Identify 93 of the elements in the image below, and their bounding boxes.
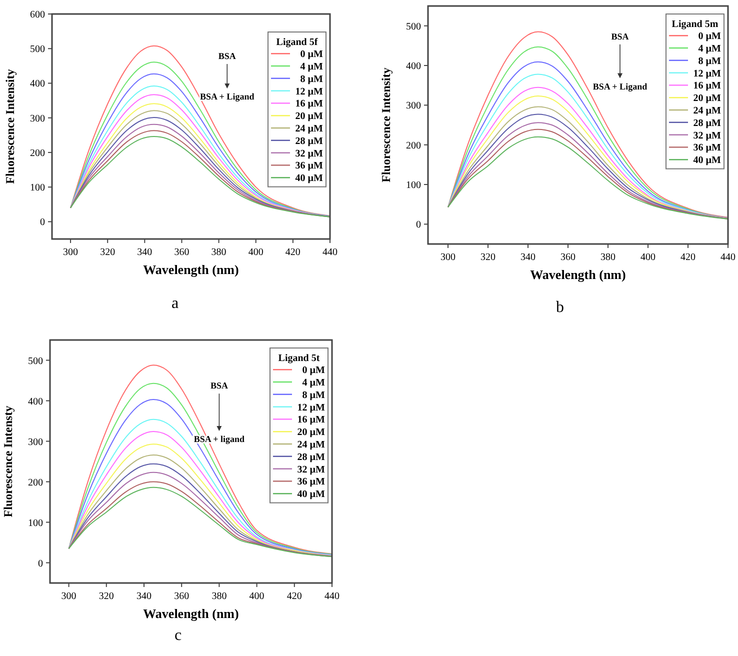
legend-label: 16 µM — [295, 98, 324, 110]
x-tick-label: 300 — [63, 247, 78, 258]
y-tick-label: 0 — [38, 558, 43, 570]
y-tick-label: 400 — [28, 396, 43, 408]
legend-label: 24 µM — [693, 106, 722, 116]
y-tick-label: 600 — [30, 10, 45, 20]
x-tick-label: 380 — [211, 247, 226, 258]
legend-label: 28 µM — [297, 452, 326, 463]
y-tick-label: 100 — [406, 180, 421, 191]
x-tick-label: 420 — [286, 591, 302, 602]
y-tick-label: 300 — [406, 100, 421, 112]
legend-label: 0 µM — [302, 365, 326, 376]
legend-label: 32 µM — [295, 148, 324, 160]
y-tick-label: 400 — [30, 78, 45, 90]
x-tick-label: 440 — [720, 252, 736, 263]
y-tick-label: 200 — [30, 148, 45, 159]
legend-label: 24 µM — [295, 124, 324, 134]
legend-label: 4 µM — [300, 62, 324, 72]
legend-label: 36 µM — [693, 142, 722, 154]
legend-label: 36 µM — [297, 476, 326, 488]
y-tick-label: 300 — [28, 436, 43, 448]
text: b — [556, 299, 564, 316]
y-axis-title: Fluorescence Intensity — [3, 69, 17, 184]
legend-label: 32 µM — [297, 464, 326, 476]
x-tick-label: 300 — [61, 591, 76, 602]
text: c — [174, 627, 182, 644]
x-tick-label: 420 — [285, 247, 300, 258]
legend-label: 0 µM — [698, 31, 722, 42]
x-tick-label: 400 — [640, 252, 656, 263]
legend-label: 4 µM — [698, 44, 722, 54]
x-tick-label: 360 — [560, 252, 576, 263]
legend-title: Ligand 5t — [278, 352, 320, 364]
text: a — [171, 295, 179, 312]
x-tick-label: 400 — [248, 247, 264, 258]
legend-label: 24 µM — [297, 440, 326, 450]
x-tick-label: 360 — [174, 247, 190, 258]
y-tick-label: 0 — [416, 220, 421, 231]
annotation: BSA — [218, 51, 236, 61]
x-tick-label: 340 — [137, 247, 152, 258]
y-tick-label: 300 — [30, 113, 45, 124]
legend-label: 16 µM — [297, 414, 326, 426]
x-tick-label: 300 — [440, 252, 456, 263]
y-tick-label: 500 — [406, 21, 421, 32]
y-tick-label: 0 — [40, 217, 45, 228]
legend-label: 28 µM — [693, 118, 722, 129]
annotation: BSA + Ligand — [592, 81, 648, 92]
y-tick-label: 500 — [28, 356, 43, 367]
x-tick-label: 340 — [520, 252, 536, 263]
legend-label: 8 µM — [300, 74, 324, 85]
legend-label: 12 µM — [693, 68, 722, 80]
legend-label: 12 µM — [295, 86, 324, 98]
legend-label: 4 µM — [302, 378, 326, 388]
annotation: BSA — [611, 31, 630, 42]
x-tick-label: 320 — [98, 591, 114, 602]
x-tick-label: 440 — [324, 591, 340, 602]
x-axis-title: Wavelength (nm) — [143, 606, 239, 621]
legend-label: 8 µM — [302, 390, 326, 401]
x-tick-label: 420 — [680, 252, 696, 263]
y-tick-label: 100 — [28, 518, 43, 529]
legend-label: 28 µM — [295, 136, 324, 147]
y-axis-title: Fluorescence Intensty — [1, 406, 15, 518]
x-tick-label: 400 — [249, 591, 264, 602]
x-tick-label: 320 — [480, 252, 496, 263]
y-tick-label: 200 — [28, 477, 43, 488]
x-tick-label: 380 — [600, 252, 616, 263]
legend-label: 20 µM — [295, 111, 324, 122]
annotation: BSA + Ligand — [200, 92, 254, 102]
y-tick-label: 400 — [406, 61, 421, 72]
y-axis-title: Fluorescence Intensity — [379, 68, 393, 182]
legend-label: 8 µM — [698, 56, 722, 67]
legend-label: 40 µM — [295, 173, 324, 184]
legend-label: 12 µM — [297, 402, 326, 414]
y-tick-label: 200 — [406, 140, 421, 152]
legend-title: Ligand 5f — [276, 36, 318, 48]
x-axis-title: Wavelength (nm) — [530, 267, 626, 282]
legend-title: Ligand 5m — [672, 18, 719, 30]
x-tick-label: 340 — [136, 591, 152, 602]
legend-label: 40 µM — [693, 155, 722, 166]
y-tick-label: 100 — [30, 182, 45, 194]
legend-label: 32 µM — [693, 130, 722, 142]
x-tick-label: 440 — [322, 247, 338, 258]
x-tick-label: 360 — [174, 591, 190, 602]
y-tick-label: 500 — [30, 44, 45, 56]
legend-label: 20 µM — [693, 93, 722, 104]
legend-label: 36 µM — [295, 160, 324, 172]
x-tick-label: 380 — [212, 591, 227, 602]
legend-label: 40 µM — [297, 489, 326, 500]
annotation: BSA — [210, 380, 228, 391]
legend-label: 16 µM — [693, 80, 722, 92]
x-axis-title: Wavelength (nm) — [143, 262, 239, 277]
legend-label: 20 µM — [297, 427, 326, 438]
x-tick-label: 320 — [100, 247, 116, 258]
legend-label: 0 µM — [300, 49, 324, 60]
